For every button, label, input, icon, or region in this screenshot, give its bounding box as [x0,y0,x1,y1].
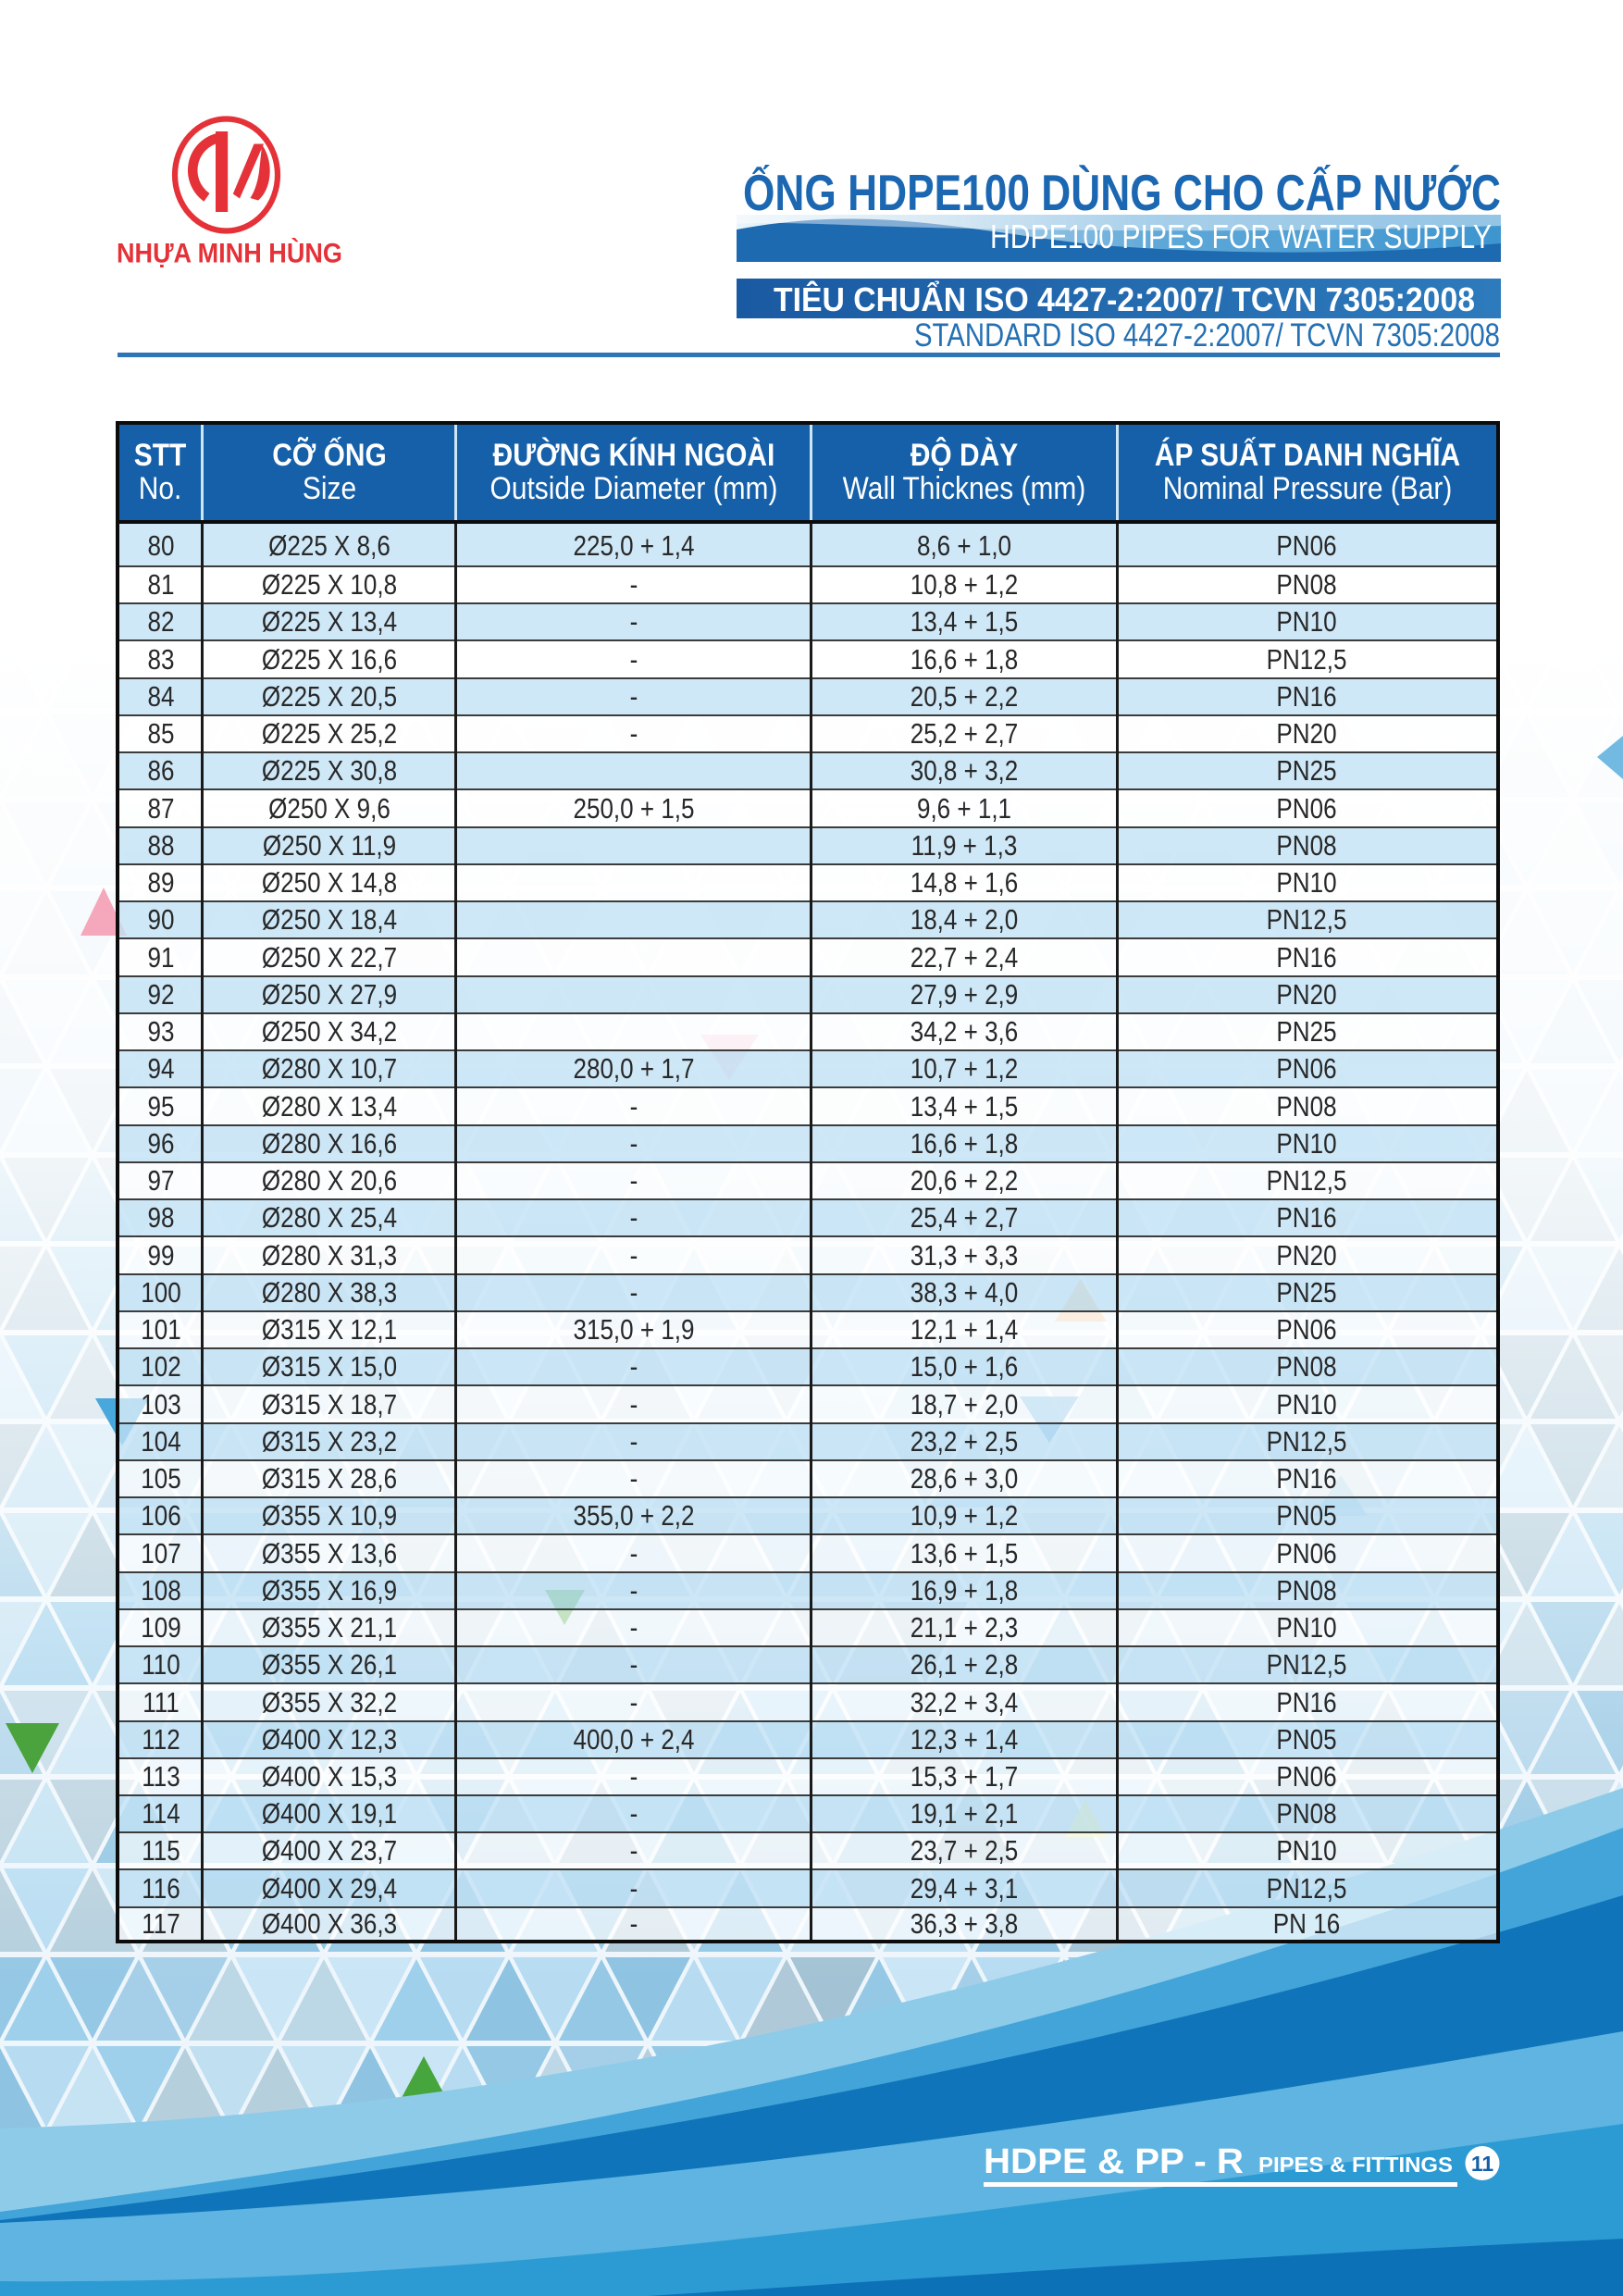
svg-text:HDPE100 PIPES FOR WATER SUPPLY: HDPE100 PIPES FOR WATER SUPPLY [990,217,1492,255]
svg-text:ỐNG HDPE100 DÙNG CHO CẤP NƯỚC: ỐNG HDPE100 DÙNG CHO CẤP NƯỚC [743,164,1501,221]
svg-text:NHỰA MINH HÙNG: NHỰA MINH HÙNG [117,238,342,269]
svg-text:HDPE & PP - R: HDPE & PP - R [984,2142,1244,2181]
svg-text:11: 11 [1471,2152,1494,2176]
svg-text:STANDARD ISO 4427-2:2007/ TCVN: STANDARD ISO 4427-2:2007/ TCVN 7305:2008 [914,317,1500,354]
svg-text:TIÊU CHUẨN ISO 4427-2:2007/ TC: TIÊU CHUẨN ISO 4427-2:2007/ TCVN 7305:20… [774,279,1475,318]
svg-text:PIPES & FITTINGS: PIPES & FITTINGS [1258,2153,1453,2177]
